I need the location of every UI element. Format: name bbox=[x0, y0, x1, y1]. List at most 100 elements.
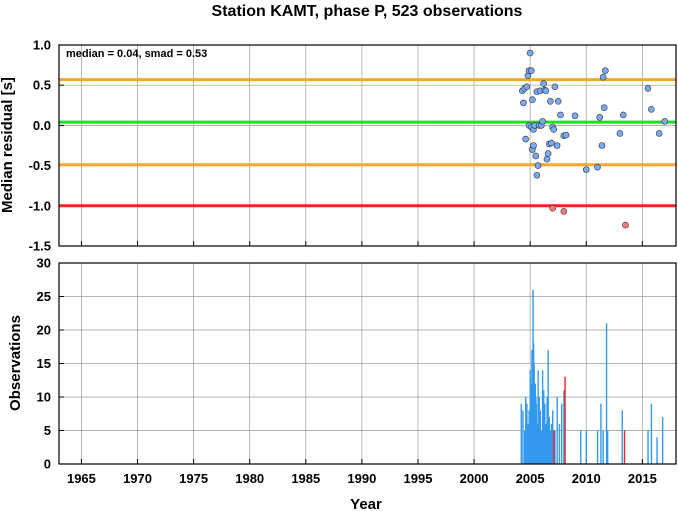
bar-0-27 bbox=[545, 423, 547, 464]
bar-0-40 bbox=[585, 430, 588, 464]
bar-0-5 bbox=[527, 423, 529, 464]
data-point-0-14 bbox=[530, 142, 537, 149]
data-point-0-47 bbox=[600, 104, 608, 112]
observations-frame bbox=[58, 262, 677, 465]
bar-0-32 bbox=[550, 423, 553, 464]
bar-0-44 bbox=[605, 323, 608, 464]
residual-y-tick-label-2: 0.0 bbox=[33, 118, 51, 133]
observations-y-tick-label-3: 15 bbox=[37, 356, 51, 371]
year-tick-label-9: 2010 bbox=[572, 471, 601, 486]
residual-y-tick-label-1: 0.5 bbox=[33, 78, 51, 93]
data-point-0-27 bbox=[543, 155, 551, 163]
year-tick-label-4: 1985 bbox=[291, 471, 320, 486]
bar-0-37 bbox=[560, 403, 563, 464]
residual-grid bbox=[59, 44, 676, 247]
bar-0-19 bbox=[536, 423, 538, 464]
bar-0-4 bbox=[526, 403, 528, 464]
bar-0-50 bbox=[661, 417, 664, 464]
data-point-0-36 bbox=[554, 97, 562, 105]
data-point-0-26 bbox=[542, 87, 550, 95]
data-point-0-48 bbox=[616, 130, 624, 137]
observations-y-tick-label-5: 25 bbox=[37, 289, 51, 304]
data-point-0-10 bbox=[529, 96, 536, 103]
bar-0-25 bbox=[543, 390, 545, 464]
year-x-axis-label: Year bbox=[350, 496, 382, 511]
residual-panel: 1.0 0.5 0.0 -0.5 -1.0 -1.5 median = 0.04, sma… bbox=[0, 38, 677, 254]
bar-0-29 bbox=[547, 350, 549, 464]
bar-0-0 bbox=[520, 403, 522, 464]
year-tick-label-5: 1990 bbox=[347, 471, 376, 486]
data-point-0-33 bbox=[550, 126, 558, 133]
data-point-0-4 bbox=[523, 83, 531, 91]
data-point-0-42 bbox=[594, 163, 601, 171]
data-point-0-44 bbox=[598, 142, 606, 149]
bar-0-31 bbox=[549, 430, 552, 464]
data-point-0-16 bbox=[532, 152, 540, 160]
data-point-0-2 bbox=[520, 99, 527, 107]
data-point-0-7 bbox=[526, 49, 534, 57]
residual-points bbox=[519, 49, 669, 229]
residual-y-tick-label-4: -1.0 bbox=[29, 198, 51, 213]
data-point-0-35 bbox=[553, 142, 561, 149]
bar-1-1 bbox=[564, 376, 566, 464]
bar-0-26 bbox=[544, 403, 546, 464]
bar-0-22 bbox=[539, 410, 542, 464]
observations-y-tick-label-1: 5 bbox=[44, 423, 51, 438]
data-point-0-23 bbox=[539, 118, 546, 125]
bar-1-2 bbox=[623, 430, 626, 464]
data-point-0-24 bbox=[540, 80, 547, 87]
reference-lines bbox=[59, 78, 676, 208]
bar-0-43 bbox=[602, 430, 604, 464]
residual-y-axis-label: Median residual [s] bbox=[0, 77, 16, 213]
bar-0-42 bbox=[600, 403, 602, 464]
data-point-0-41 bbox=[582, 166, 590, 173]
bar-0-2 bbox=[523, 430, 526, 464]
year-tick-label-7: 2000 bbox=[460, 471, 489, 486]
data-point-0-50 bbox=[644, 85, 652, 92]
median-annotation: median = 0.04, smad = 0.53 bbox=[66, 48, 207, 60]
data-point-0-46 bbox=[602, 67, 609, 75]
data-point-0-49 bbox=[619, 111, 627, 119]
observations-grid bbox=[59, 262, 676, 465]
data-point-0-19 bbox=[533, 171, 541, 179]
bar-0-6 bbox=[528, 410, 530, 464]
year-tick-label-1: 1970 bbox=[123, 471, 152, 486]
data-point-0-45 bbox=[599, 73, 607, 81]
data-point-0-52 bbox=[655, 130, 663, 137]
data-point-0-28 bbox=[544, 150, 552, 157]
bar-0-36 bbox=[558, 423, 561, 464]
bar-1-0 bbox=[553, 430, 555, 464]
year-tick-label-3: 1980 bbox=[235, 471, 264, 486]
bar-0-20 bbox=[537, 370, 539, 464]
observations-y-tick-label-2: 10 bbox=[37, 390, 51, 405]
year-tick-label-10: 2015 bbox=[628, 471, 657, 486]
bar-0-23 bbox=[540, 430, 543, 464]
chart-title: Station KAMT, phase P, 523 observations bbox=[212, 3, 523, 20]
year-tick-label-6: 1995 bbox=[404, 471, 433, 486]
year-tick-label-0: 1965 bbox=[67, 471, 96, 486]
bar-0-30 bbox=[548, 417, 551, 464]
bar-0-21 bbox=[538, 397, 540, 464]
residual-y-tick-label-5: -1.5 bbox=[29, 239, 51, 254]
data-point-0-37 bbox=[557, 111, 564, 119]
bar-0-3 bbox=[525, 397, 527, 464]
residual-y-ticks: 1.0 0.5 0.0 -0.5 -1.0 -1.5 bbox=[29, 38, 51, 254]
observations-panel: 0 5 10 15 20 25 30 1965 1970 1975 1980 1985 1990 199… bbox=[7, 256, 677, 511]
bar-0-49 bbox=[656, 437, 658, 464]
year-tick-label-8: 2005 bbox=[516, 471, 545, 486]
bar-0-1 bbox=[522, 410, 524, 464]
residual-frame bbox=[58, 44, 677, 247]
data-point-0-3 bbox=[522, 135, 529, 143]
bar-0-46 bbox=[621, 410, 623, 464]
bar-0-24 bbox=[541, 370, 544, 464]
data-point-0-43 bbox=[596, 114, 604, 121]
data-point-0-31 bbox=[548, 139, 555, 147]
bar-0-38 bbox=[563, 390, 565, 464]
bar-0-35 bbox=[556, 397, 558, 464]
data-point-1-1 bbox=[560, 208, 568, 215]
data-point-0-53 bbox=[661, 118, 669, 125]
data-point-1-2 bbox=[622, 221, 629, 229]
observations-y-tick-label-6: 30 bbox=[37, 256, 51, 271]
bar-0-39 bbox=[580, 430, 582, 464]
data-point-0-39 bbox=[562, 131, 570, 139]
